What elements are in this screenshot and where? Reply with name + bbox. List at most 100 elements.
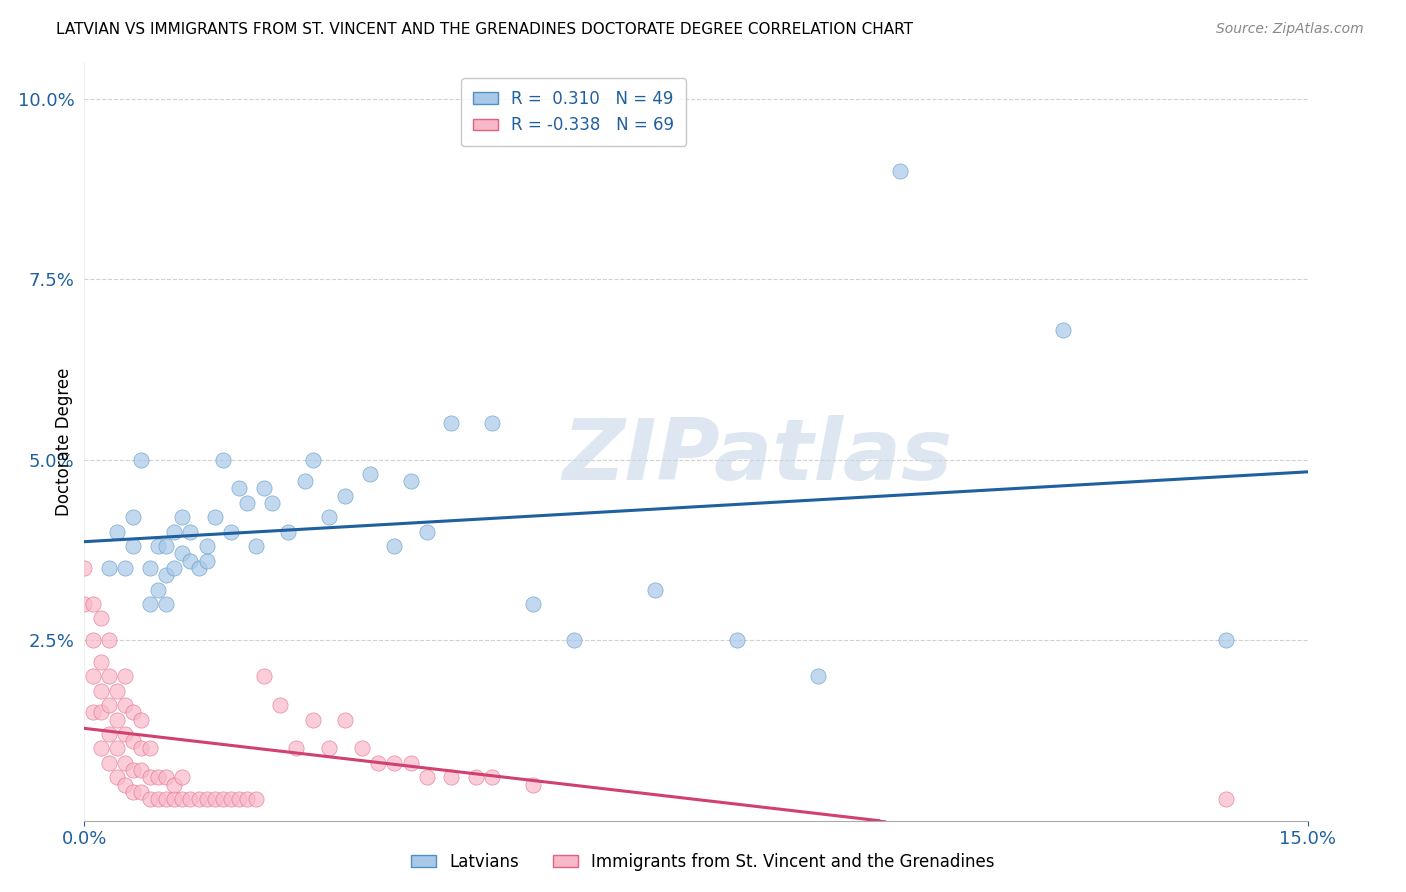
Point [131, 713, 153, 727]
Point [155, 539, 177, 553]
Point [138, 770, 160, 784]
Y-axis label: Doctorate Degree: Doctorate Degree [55, 368, 73, 516]
Text: ZIPatlas: ZIPatlas [562, 415, 952, 499]
Point [114, 561, 136, 575]
Point [138, 741, 160, 756]
Point [105, 713, 128, 727]
Point [114, 778, 136, 792]
Point [90, 611, 112, 625]
Point [1052, 323, 1074, 337]
Point [236, 792, 259, 806]
Point [97, 633, 120, 648]
Point [138, 792, 160, 806]
Point [122, 706, 145, 720]
Text: LATVIAN VS IMMIGRANTS FROM ST. VINCENT AND THE GRENADINES DOCTORATE DEGREE CORRE: LATVIAN VS IMMIGRANTS FROM ST. VINCENT A… [56, 22, 914, 37]
Point [172, 792, 194, 806]
Point [440, 770, 463, 784]
Point [131, 452, 153, 467]
Point [172, 510, 194, 524]
Point [245, 539, 267, 553]
Point [187, 561, 209, 575]
Point [236, 496, 259, 510]
Point [889, 163, 911, 178]
Point [131, 741, 153, 756]
Point [294, 475, 316, 489]
Point [155, 770, 177, 784]
Legend: R =  0.310   N = 49, R = -0.338   N = 69: R = 0.310 N = 49, R = -0.338 N = 69 [461, 78, 686, 146]
Point [82, 706, 104, 720]
Point [382, 539, 405, 553]
Point [146, 792, 169, 806]
Point [212, 452, 235, 467]
Point [187, 792, 209, 806]
Point [73, 561, 96, 575]
Point [179, 792, 201, 806]
Point [359, 467, 381, 481]
Point [195, 792, 218, 806]
Point [399, 475, 422, 489]
Point [146, 582, 169, 597]
Point [172, 546, 194, 560]
Point [253, 482, 276, 496]
Point [97, 727, 120, 741]
Point [97, 561, 120, 575]
Point [464, 770, 486, 784]
Point [90, 655, 112, 669]
Point [90, 741, 112, 756]
Point [105, 770, 128, 784]
Point [212, 792, 235, 806]
Point [335, 489, 357, 503]
Point [285, 741, 308, 756]
Point [195, 554, 218, 568]
Point [245, 792, 267, 806]
Point [114, 669, 136, 683]
Point [122, 785, 145, 799]
Point [1215, 792, 1237, 806]
Point [122, 734, 145, 748]
Point [219, 524, 242, 539]
Point [73, 597, 96, 611]
Point [522, 597, 544, 611]
Point [105, 741, 128, 756]
Point [228, 482, 250, 496]
Point [228, 792, 250, 806]
Point [163, 792, 186, 806]
Point [204, 510, 226, 524]
Point [644, 582, 666, 597]
Point [367, 756, 389, 770]
Point [179, 524, 201, 539]
Point [481, 417, 503, 431]
Point [155, 597, 177, 611]
Point [522, 778, 544, 792]
Point [122, 539, 145, 553]
Point [1215, 633, 1237, 648]
Point [131, 763, 153, 777]
Point [138, 561, 160, 575]
Point [97, 698, 120, 712]
Point [97, 756, 120, 770]
Point [179, 554, 201, 568]
Point [155, 792, 177, 806]
Point [399, 756, 422, 770]
Point [301, 452, 323, 467]
Point [155, 568, 177, 582]
Point [260, 496, 283, 510]
Point [90, 706, 112, 720]
Point [114, 756, 136, 770]
Point [82, 633, 104, 648]
Point [90, 683, 112, 698]
Point [122, 763, 145, 777]
Point [253, 669, 276, 683]
Point [105, 524, 128, 539]
Point [416, 770, 439, 784]
Point [725, 633, 748, 648]
Point [269, 698, 291, 712]
Point [382, 756, 405, 770]
Point [481, 770, 503, 784]
Point [416, 524, 439, 539]
Legend: Latvians, Immigrants from St. Vincent and the Grenadines: Latvians, Immigrants from St. Vincent an… [404, 845, 1002, 880]
Point [97, 669, 120, 683]
Point [146, 539, 169, 553]
Point [163, 778, 186, 792]
Point [318, 510, 340, 524]
